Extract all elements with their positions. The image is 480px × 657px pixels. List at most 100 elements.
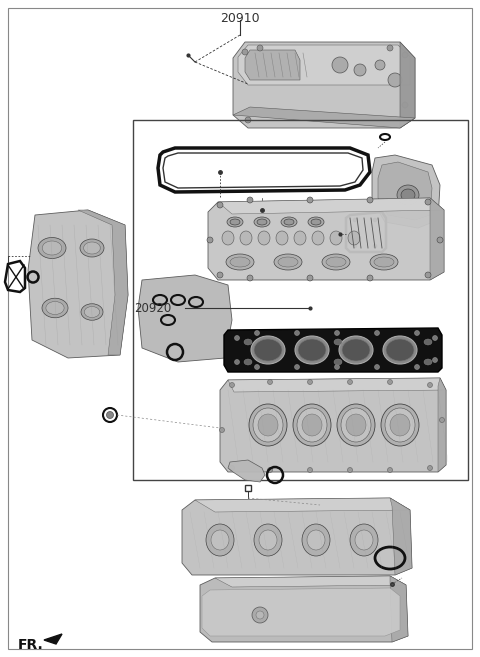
Polygon shape	[390, 498, 412, 575]
Text: FR.: FR.	[18, 638, 44, 652]
Circle shape	[437, 237, 443, 243]
Ellipse shape	[326, 257, 346, 267]
Circle shape	[307, 275, 313, 281]
Circle shape	[229, 466, 235, 470]
Ellipse shape	[227, 217, 243, 227]
Ellipse shape	[258, 231, 270, 245]
Circle shape	[425, 272, 431, 278]
Ellipse shape	[254, 524, 282, 556]
Ellipse shape	[81, 304, 103, 320]
Circle shape	[267, 380, 273, 384]
Ellipse shape	[322, 254, 350, 270]
Ellipse shape	[226, 254, 254, 270]
Circle shape	[308, 380, 312, 384]
Ellipse shape	[281, 217, 297, 227]
Circle shape	[308, 468, 312, 472]
Ellipse shape	[424, 339, 432, 345]
Polygon shape	[182, 498, 412, 575]
Circle shape	[335, 365, 339, 369]
Ellipse shape	[278, 257, 298, 267]
Ellipse shape	[386, 339, 414, 361]
Ellipse shape	[42, 298, 68, 318]
Ellipse shape	[240, 231, 252, 245]
Ellipse shape	[381, 404, 419, 446]
Polygon shape	[238, 45, 410, 85]
Circle shape	[428, 466, 432, 470]
Ellipse shape	[334, 359, 342, 365]
Circle shape	[415, 365, 420, 369]
Ellipse shape	[46, 302, 64, 315]
Ellipse shape	[308, 217, 324, 227]
Ellipse shape	[230, 219, 240, 225]
Circle shape	[348, 380, 352, 384]
Polygon shape	[372, 155, 440, 228]
Circle shape	[335, 330, 339, 336]
Circle shape	[295, 330, 300, 336]
Circle shape	[432, 336, 437, 340]
Ellipse shape	[401, 189, 415, 201]
Ellipse shape	[341, 408, 371, 442]
Polygon shape	[378, 162, 432, 220]
Ellipse shape	[397, 185, 419, 205]
Circle shape	[375, 60, 385, 70]
Circle shape	[217, 202, 223, 208]
Circle shape	[402, 52, 408, 58]
Circle shape	[373, 218, 377, 222]
Circle shape	[388, 73, 402, 87]
Ellipse shape	[211, 530, 229, 550]
Ellipse shape	[84, 307, 100, 317]
Ellipse shape	[258, 414, 278, 436]
Polygon shape	[138, 275, 232, 362]
Circle shape	[247, 197, 253, 203]
Ellipse shape	[370, 254, 398, 270]
Ellipse shape	[312, 231, 324, 245]
Ellipse shape	[339, 336, 373, 364]
Ellipse shape	[383, 336, 417, 364]
Polygon shape	[200, 576, 408, 642]
Circle shape	[242, 49, 248, 55]
Circle shape	[353, 244, 357, 248]
Text: 20920: 20920	[134, 302, 171, 315]
Circle shape	[257, 45, 263, 51]
Polygon shape	[245, 50, 300, 80]
Ellipse shape	[84, 242, 100, 254]
Ellipse shape	[385, 408, 415, 442]
Circle shape	[307, 197, 313, 203]
Circle shape	[374, 330, 380, 336]
Ellipse shape	[307, 530, 325, 550]
Bar	[133, 120, 468, 480]
Ellipse shape	[254, 217, 270, 227]
Polygon shape	[195, 498, 410, 512]
Ellipse shape	[222, 231, 234, 245]
Ellipse shape	[276, 231, 288, 245]
Ellipse shape	[294, 231, 306, 245]
Circle shape	[254, 365, 260, 369]
Circle shape	[374, 365, 380, 369]
Circle shape	[247, 275, 253, 281]
Circle shape	[235, 359, 240, 365]
Ellipse shape	[38, 237, 66, 258]
Circle shape	[425, 199, 431, 205]
Ellipse shape	[334, 339, 342, 345]
Polygon shape	[233, 42, 415, 128]
Ellipse shape	[330, 231, 342, 245]
Ellipse shape	[230, 257, 250, 267]
Circle shape	[432, 357, 437, 363]
Ellipse shape	[42, 241, 62, 255]
Text: 20910: 20910	[220, 12, 260, 25]
Circle shape	[295, 365, 300, 369]
Ellipse shape	[298, 339, 326, 361]
Ellipse shape	[348, 231, 360, 245]
Circle shape	[207, 237, 213, 243]
Polygon shape	[228, 378, 446, 392]
Polygon shape	[44, 634, 62, 644]
Ellipse shape	[337, 404, 375, 446]
Circle shape	[254, 330, 260, 336]
Ellipse shape	[346, 414, 366, 436]
Ellipse shape	[244, 359, 252, 365]
Circle shape	[354, 64, 366, 76]
Circle shape	[217, 272, 223, 278]
Circle shape	[353, 218, 357, 222]
Polygon shape	[228, 460, 265, 482]
Polygon shape	[430, 198, 444, 280]
